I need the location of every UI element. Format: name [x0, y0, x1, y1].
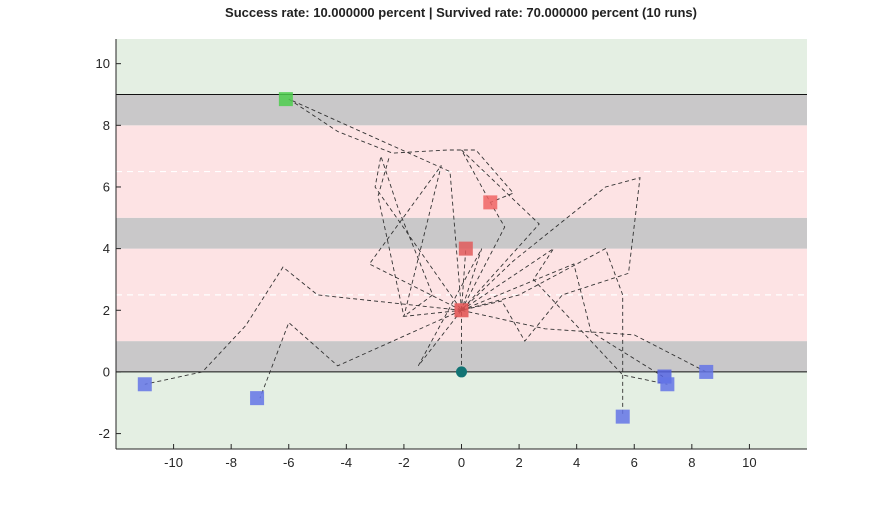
x-tick-label: -4	[341, 455, 353, 470]
trajectory-path	[461, 263, 664, 377]
trajectories	[144, 98, 707, 417]
start-point	[456, 366, 467, 378]
endpoint-survived	[250, 391, 265, 406]
endpoint-survived	[137, 377, 152, 392]
y-tick-label: 6	[103, 179, 110, 194]
endpoint-hit	[458, 241, 473, 256]
x-tick-label: -8	[225, 455, 237, 470]
x-tick-label: 2	[515, 455, 522, 470]
x-axis-ticks: -10 -8 -6 -4 -2 0 2 4 6 8 10	[164, 444, 757, 470]
endpoint-survived	[699, 364, 714, 379]
band-safe	[116, 371, 807, 449]
y-axis-ticks: -2 0 2 4 6 8 10	[96, 56, 121, 441]
band-sidewalk	[116, 94, 807, 126]
band-goal	[116, 39, 807, 95]
x-tick-label: 0	[458, 455, 465, 470]
endpoint-success	[278, 92, 293, 107]
y-tick-label: 4	[103, 241, 110, 256]
y-tick-label: 2	[103, 303, 110, 318]
x-tick-label: -6	[283, 455, 295, 470]
trajectory-path	[417, 248, 483, 367]
x-tick-label: 8	[688, 455, 695, 470]
trajectory-path	[461, 248, 668, 385]
trajectory-path	[259, 309, 462, 399]
x-tick-label: 4	[573, 455, 580, 470]
endpoint-survived	[615, 409, 630, 424]
chart-title: Success rate: 10.000000 percent | Surviv…	[225, 5, 697, 20]
trajectory-path	[144, 266, 462, 385]
x-tick-label: -10	[164, 455, 183, 470]
endpoint-hit	[483, 195, 498, 210]
trajectory-path	[374, 155, 462, 372]
trajectory-path	[368, 155, 462, 317]
x-tick-label: 6	[631, 455, 638, 470]
trajectory-path	[288, 98, 515, 203]
endpoint-markers	[137, 92, 714, 424]
y-tick-label: 0	[103, 364, 110, 379]
trajectory-path	[461, 248, 467, 311]
trajectory-path	[461, 149, 540, 311]
x-tick-label: -2	[398, 455, 410, 470]
y-tick-label: 8	[103, 118, 110, 133]
endpoint-survived	[660, 377, 675, 392]
x-tick-label: 10	[742, 455, 756, 470]
trajectory-path	[461, 247, 624, 417]
endpoint-hit	[454, 303, 469, 318]
y-tick-label: 10	[96, 56, 110, 71]
trajectory-path	[461, 309, 707, 373]
y-tick-label: -2	[98, 426, 110, 441]
